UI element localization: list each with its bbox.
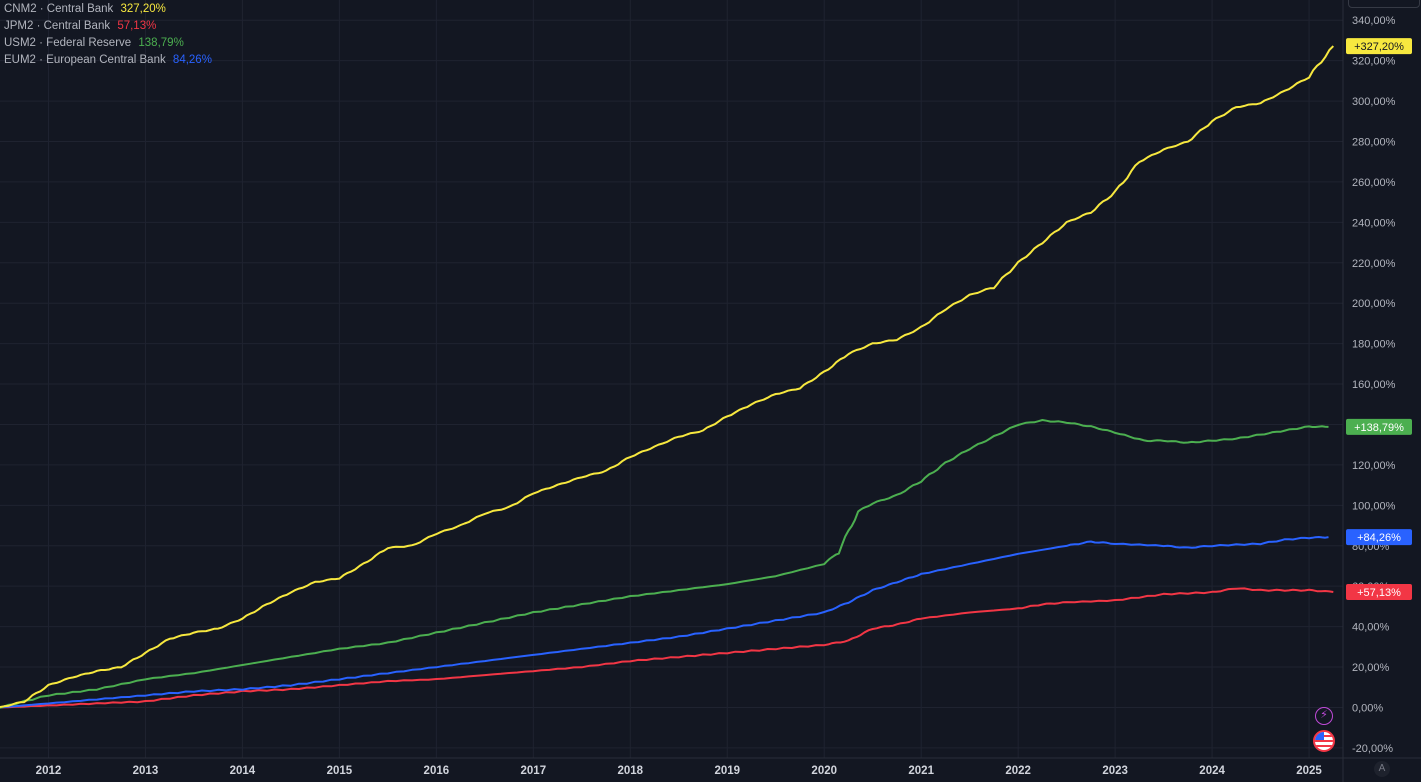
legend-item-cnm2[interactable]: CNM2 · Central Bank 327,20% bbox=[4, 1, 212, 18]
y-tick-label: 340,00% bbox=[1352, 15, 1396, 27]
x-tick-label: 2013 bbox=[133, 765, 159, 777]
last-value-badge: +57,13% bbox=[1346, 583, 1412, 600]
legend-item-value: 327,20% bbox=[120, 3, 166, 15]
x-tick-label: 2020 bbox=[811, 765, 837, 777]
y-tick-label: 0,00% bbox=[1352, 702, 1383, 714]
x-tick-label: 2019 bbox=[714, 765, 740, 777]
x-tick-label: 2024 bbox=[1199, 765, 1225, 777]
badge-label: +84,26% bbox=[1357, 532, 1401, 544]
y-tick-label: 220,00% bbox=[1352, 258, 1396, 270]
y-tick-label: 120,00% bbox=[1352, 460, 1396, 472]
x-tick-label: 2022 bbox=[1005, 765, 1031, 777]
x-tick-label: 2014 bbox=[230, 765, 256, 777]
last-value-badge: +138,79% bbox=[1346, 418, 1412, 435]
auto-scale-button[interactable]: A bbox=[1374, 761, 1390, 777]
x-tick-label: 2023 bbox=[1102, 765, 1128, 777]
last-value-badge: +327,20% bbox=[1346, 38, 1412, 55]
y-tick-label: 240,00% bbox=[1352, 217, 1396, 229]
y-tick-label: 180,00% bbox=[1352, 339, 1396, 351]
x-tick-label: 2017 bbox=[521, 765, 547, 777]
legend-item-value: 57,13% bbox=[117, 20, 157, 32]
series-layer bbox=[0, 45, 1335, 709]
legend-item-value: 84,26% bbox=[172, 54, 212, 66]
legend-item-value: 138,79% bbox=[138, 37, 184, 49]
series-line[interactable] bbox=[0, 45, 1335, 708]
y-tick-label: 200,00% bbox=[1352, 298, 1396, 310]
top-right-button[interactable] bbox=[1348, 0, 1420, 8]
legend-item-name: JPM2 · Central Bank bbox=[4, 20, 111, 32]
x-tick-label: 2015 bbox=[327, 765, 353, 777]
x-tick-label: 2025 bbox=[1296, 765, 1322, 777]
y-tick-label: 160,00% bbox=[1352, 379, 1396, 391]
x-tick-label: 2012 bbox=[36, 765, 62, 777]
x-tick-label: 2021 bbox=[908, 765, 934, 777]
legend-item-name: EUM2 · European Central Bank bbox=[4, 54, 166, 66]
legend-item-usm2[interactable]: USM2 · Federal Reserve 138,79% bbox=[4, 35, 212, 52]
x-tick-label: 2018 bbox=[617, 765, 643, 777]
legend-item-jpm2[interactable]: JPM2 · Central Bank 57,13% bbox=[4, 18, 212, 35]
legend-item-name: USM2 · Federal Reserve bbox=[4, 37, 132, 49]
badge-label: +57,13% bbox=[1357, 587, 1401, 599]
legend-item-name: CNM2 · Central Bank bbox=[4, 3, 114, 15]
x-tick-label: 2016 bbox=[424, 765, 450, 777]
series-line[interactable] bbox=[0, 419, 1329, 709]
price-badges: +327,20% +138,79% +84,26% +57,13% bbox=[1346, 38, 1412, 600]
series-line[interactable] bbox=[0, 587, 1334, 709]
y-tick-label: 40,00% bbox=[1352, 622, 1390, 634]
badge-label: +138,79% bbox=[1354, 422, 1404, 434]
y-tick-label: 280,00% bbox=[1352, 136, 1396, 148]
y-tick-label: 260,00% bbox=[1352, 177, 1396, 189]
y-tick-label: 20,00% bbox=[1352, 662, 1390, 674]
badge-label: +327,20% bbox=[1354, 41, 1404, 53]
y-axis[interactable]: -20,00%0,00%20,00%40,00%60,00%80,00%100,… bbox=[1342, 0, 1396, 782]
legend-item-eum2[interactable]: EUM2 · European Central Bank 84,26% bbox=[4, 52, 212, 69]
last-value-badge: +84,26% bbox=[1346, 529, 1412, 546]
lightning-icon[interactable]: ⚡ bbox=[1315, 707, 1333, 725]
y-tick-label: -20,00% bbox=[1352, 743, 1393, 755]
y-tick-label: 320,00% bbox=[1352, 56, 1396, 68]
x-axis[interactable]: 2012 2013 2014 2015 2016 2017 2018 2019 2020 2021… bbox=[0, 757, 1421, 777]
y-tick-label: 300,00% bbox=[1352, 96, 1396, 108]
legend: CNM2 · Central Bank 327,20% JPM2 · Centr… bbox=[4, 1, 212, 69]
grid-layer bbox=[0, 0, 1343, 758]
y-tick-label: 100,00% bbox=[1352, 500, 1396, 512]
us-flag-icon[interactable] bbox=[1313, 730, 1335, 752]
series-line[interactable] bbox=[0, 536, 1329, 709]
